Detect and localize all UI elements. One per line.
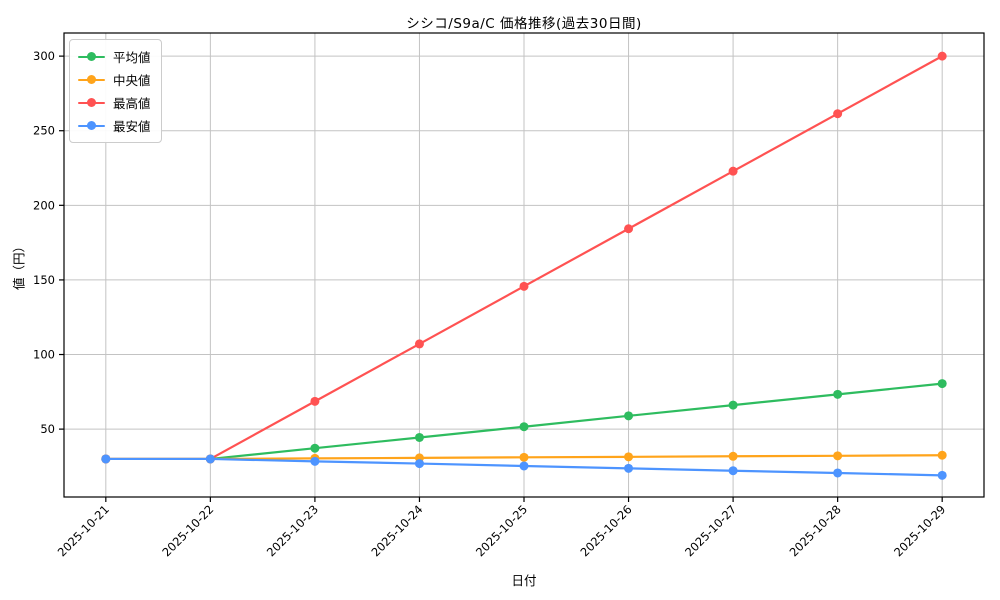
y-tick-label: 250 <box>33 124 55 138</box>
y-tick-label: 100 <box>33 348 55 362</box>
data-point-median <box>519 452 529 462</box>
legend-marker-median-icon <box>78 74 105 86</box>
data-point-lowest <box>833 468 843 478</box>
x-tick-label: 2025-10-28 <box>787 502 844 559</box>
legend-dot <box>87 98 96 107</box>
y-axis-label: 値（円） <box>11 239 27 291</box>
x-tick-label: 2025-10-23 <box>264 502 321 559</box>
y-tick-label: 200 <box>33 198 55 212</box>
data-point-average <box>728 400 738 410</box>
x-tick-label: 2025-10-26 <box>578 502 635 559</box>
data-point-highest <box>310 396 320 406</box>
data-point-average <box>519 422 529 432</box>
x-tick-label: 2025-10-27 <box>682 502 739 559</box>
data-point-highest <box>414 339 424 349</box>
x-tick-label: 2025-10-21 <box>55 502 112 559</box>
x-tick-label: 2025-10-24 <box>368 502 425 559</box>
chart-title: シシコ/S9a/C 価格推移(過去30日間) <box>406 16 642 32</box>
y-tick-label: 300 <box>33 49 55 63</box>
legend-item-highest: 最高値 <box>78 92 151 113</box>
legend: 平均値中央値最高値最安値 <box>69 39 162 143</box>
legend-dot <box>87 121 96 130</box>
legend-label-median: 中央値 <box>113 73 151 88</box>
data-point-lowest <box>519 461 529 471</box>
legend-item-lowest: 最安値 <box>78 115 151 136</box>
data-point-highest <box>728 166 738 176</box>
legend-dot <box>87 75 96 84</box>
data-point-lowest <box>310 456 320 466</box>
data-point-median <box>624 452 634 462</box>
data-point-highest <box>519 281 529 291</box>
legend-marker-lowest-icon <box>78 120 105 132</box>
data-point-average <box>937 379 947 389</box>
data-point-lowest <box>728 466 738 476</box>
legend-label-highest: 最高値 <box>113 96 151 111</box>
data-point-highest <box>624 224 634 234</box>
data-point-average <box>624 411 634 421</box>
legend-marker-average-icon <box>78 51 105 63</box>
x-axis-label: 日付 <box>511 573 537 588</box>
data-point-average <box>833 389 843 399</box>
data-point-highest <box>833 109 843 119</box>
data-point-average <box>310 443 320 453</box>
legend-label-lowest: 最安値 <box>113 119 151 134</box>
x-tick-label: 2025-10-29 <box>891 502 948 559</box>
data-point-highest <box>937 51 947 61</box>
data-point-lowest <box>205 454 215 464</box>
legend-label-average: 平均値 <box>113 50 151 65</box>
data-point-median <box>937 450 947 460</box>
data-point-median <box>833 451 843 461</box>
legend-item-median: 中央値 <box>78 69 151 90</box>
data-point-average <box>414 432 424 442</box>
legend-marker-highest-icon <box>78 97 105 109</box>
y-tick-label: 50 <box>40 422 55 436</box>
x-tick-label: 2025-10-22 <box>159 502 216 559</box>
legend-item-average: 平均値 <box>78 46 151 67</box>
data-point-median <box>728 451 738 461</box>
y-tick-label: 150 <box>33 273 55 287</box>
data-point-lowest <box>414 459 424 469</box>
data-point-lowest <box>101 454 111 464</box>
data-point-lowest <box>624 463 634 473</box>
legend-dot <box>87 52 96 61</box>
data-point-lowest <box>937 470 947 480</box>
x-tick-label: 2025-10-25 <box>473 502 530 559</box>
